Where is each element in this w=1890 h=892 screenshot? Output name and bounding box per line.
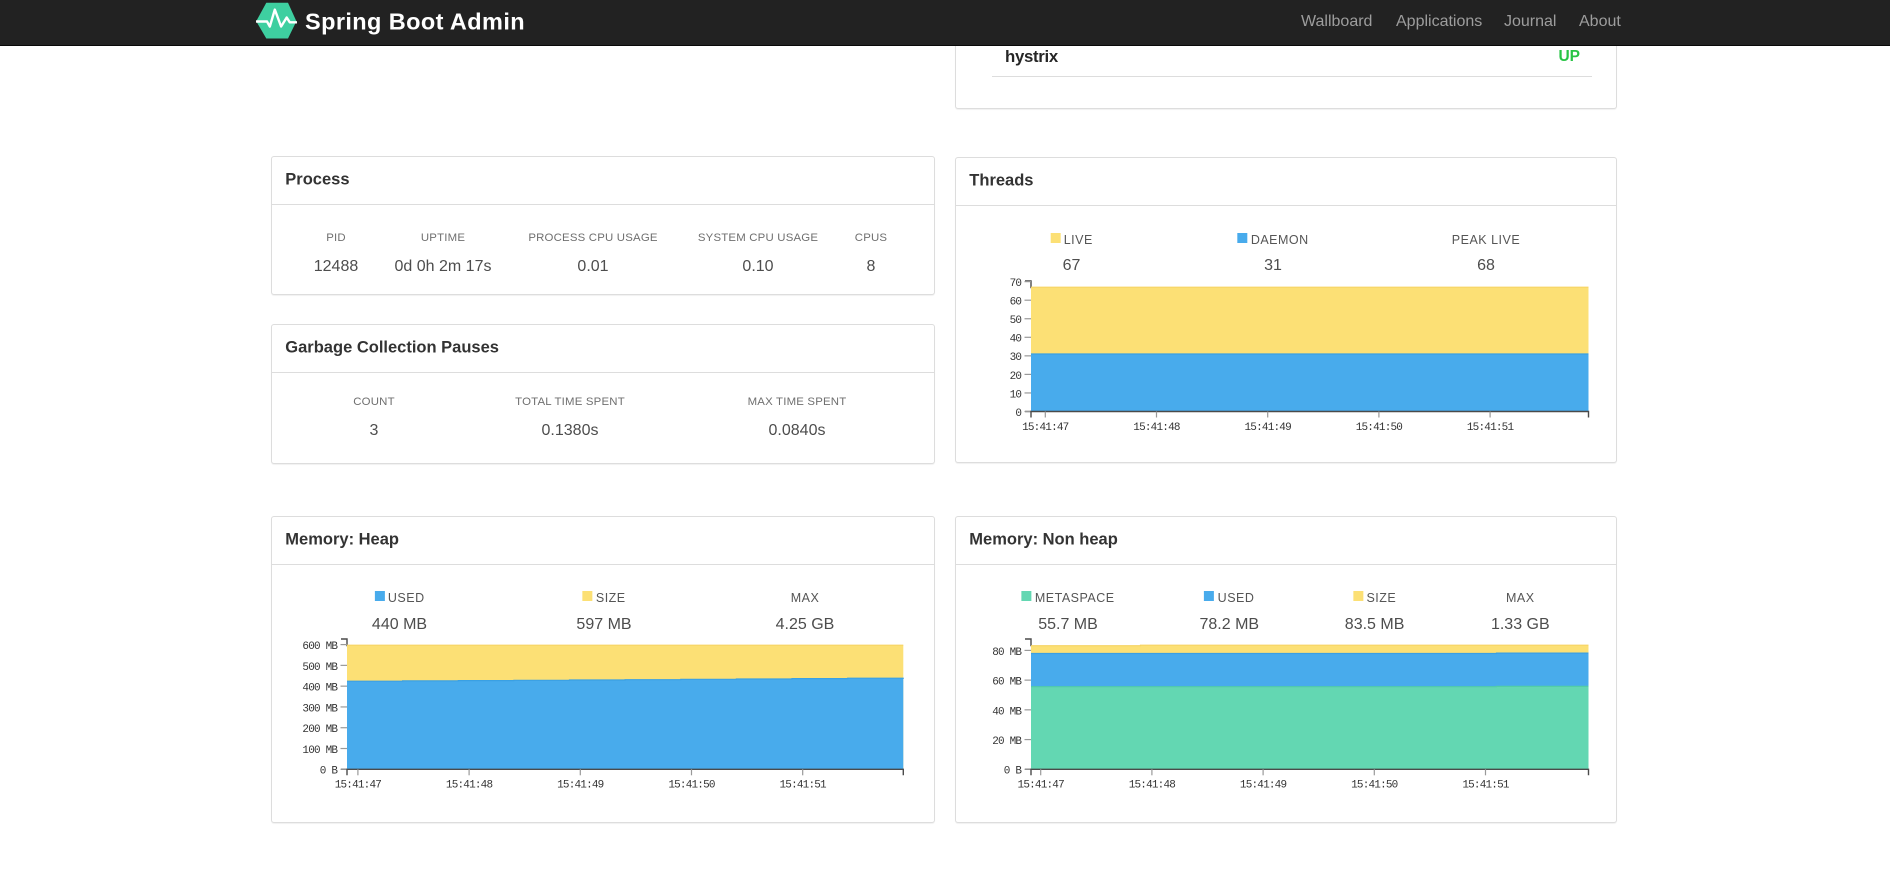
svg-text:80 MB: 80 MB [992,647,1022,659]
svg-text:15:41:50: 15:41:50 [1355,422,1402,434]
svg-text:20 MB: 20 MB [992,736,1022,748]
svg-text:15:41:49: 15:41:49 [557,780,604,792]
svg-text:15:41:50: 15:41:50 [668,780,715,792]
svg-text:15:41:48: 15:41:48 [1128,780,1175,792]
svg-text:40 MB: 40 MB [992,707,1022,719]
svg-text:15:41:47: 15:41:47 [1022,422,1069,434]
svg-text:40: 40 [1009,334,1021,346]
svg-text:15:41:48: 15:41:48 [1133,422,1180,434]
svg-text:0 B: 0 B [1003,766,1022,778]
svg-text:100 MB: 100 MB [302,745,338,757]
svg-text:60: 60 [1009,297,1021,309]
svg-text:20: 20 [1009,371,1021,383]
svg-text:0 B: 0 B [319,766,338,778]
svg-text:30: 30 [1009,352,1021,364]
svg-text:15:41:49: 15:41:49 [1239,780,1286,792]
svg-text:400 MB: 400 MB [302,683,338,695]
svg-text:300 MB: 300 MB [302,704,338,716]
svg-text:15:41:50: 15:41:50 [1351,780,1398,792]
svg-text:15:41:51: 15:41:51 [1462,780,1510,792]
svg-text:200 MB: 200 MB [302,725,338,737]
svg-text:15:41:48: 15:41:48 [446,780,493,792]
svg-text:15:41:51: 15:41:51 [779,780,827,792]
svg-text:500 MB: 500 MB [302,662,338,674]
svg-text:15:41:51: 15:41:51 [1466,422,1514,434]
svg-text:600 MB: 600 MB [302,641,338,653]
svg-text:15:41:47: 15:41:47 [334,780,381,792]
svg-text:15:41:49: 15:41:49 [1244,422,1291,434]
svg-text:70: 70 [1009,278,1021,290]
svg-text:50: 50 [1009,315,1021,327]
svg-text:60 MB: 60 MB [992,677,1022,689]
svg-text:15:41:47: 15:41:47 [1017,780,1064,792]
svg-text:0: 0 [1015,408,1021,420]
svg-text:10: 10 [1009,389,1021,401]
